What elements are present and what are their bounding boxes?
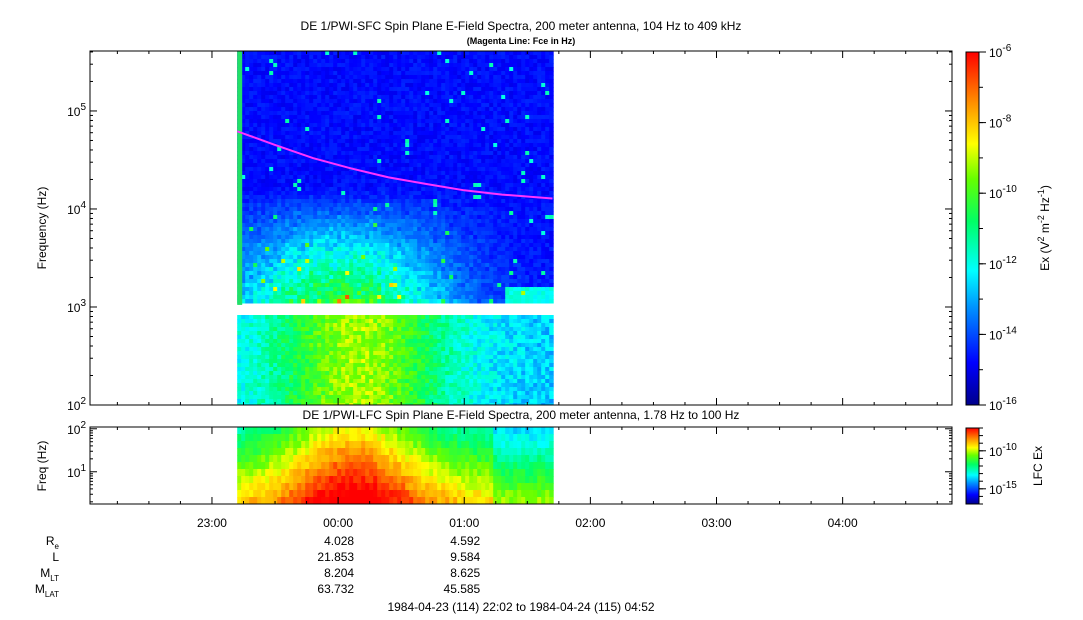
ephemeris-label: L: [52, 550, 59, 564]
time-tick-label: 02:00: [575, 516, 605, 530]
sfc-colorbar-gradient: [966, 52, 979, 405]
time-tick-label: 01:00: [449, 516, 479, 530]
lfc-frame: [89, 426, 953, 505]
sfc-colorbar: 10-6 10-8 10-10 10-12 10-14 10-16 Ex (V2 m-2 …: [965, 43, 1052, 413]
lfc-y-tick-label: 101: [67, 463, 86, 480]
sfc-cbar-tick-label: 10-10: [989, 184, 1017, 201]
lfc-y-axis: 101 102: [67, 420, 952, 503]
lfc-colorbar: 10-10 10-15 LFC Ex: [965, 427, 1045, 505]
lfc-colorbar-ticks: 10-10 10-15: [979, 427, 1017, 505]
lfc-panel: 101 102 Freq (Hz): [35, 420, 953, 505]
sfc-y-tick-label: 105: [67, 102, 86, 119]
ephemeris-value: 4.028: [324, 534, 354, 548]
ephemeris-table: Re 4.028 4.592 L 21.853 9.584 MLT 8.204 8.625 MLA…: [35, 534, 481, 599]
sfc-title: DE 1/PWI-SFC Spin Plane E-Field Spectra,…: [301, 19, 742, 33]
ephemeris-value: 21.853: [317, 550, 354, 564]
fce-line: [236, 130, 553, 200]
time-tick-label: 00:00: [323, 516, 353, 530]
ephemeris-label: MLAT: [35, 582, 59, 599]
time-tick-label: 04:00: [828, 516, 858, 530]
lfc-y-tick-label: 102: [67, 420, 86, 437]
lfc-heatmap: [237, 427, 554, 504]
time-axis-ticks: [116, 51, 938, 504]
sfc-cbar-tick-label: 10-6: [989, 43, 1012, 60]
sfc-panel: 102 103 104 105 Frequency (Hz): [35, 50, 953, 413]
sfc-cbar-tick-label: 10-16: [989, 396, 1017, 413]
sfc-colorbar-label: Ex (V2 m-2 Hz-1): [1036, 185, 1052, 271]
sfc-y-tick-label: 104: [67, 200, 86, 217]
time-range-text: 1984-04-23 (114) 22:02 to 1984-04-24 (11…: [387, 600, 654, 614]
time-tick-label: 23:00: [197, 516, 227, 530]
sfc-y-tick-label: 102: [67, 396, 86, 413]
ephemeris-label: Re: [46, 534, 60, 551]
sfc-y-axis-label: Frequency (Hz): [35, 187, 49, 270]
sfc-subtitle: (Magenta Line: Fce in Hz): [467, 36, 576, 46]
lfc-cbar-tick-label: 10-10: [989, 442, 1017, 459]
sfc-colorbar-ticks: 10-6 10-8 10-10 10-12 10-14 10-16: [979, 43, 1017, 413]
ephemeris-value: 4.592: [450, 534, 480, 548]
ephemeris-value: 9.584: [450, 550, 480, 564]
ephemeris-value: 8.204: [324, 566, 354, 580]
sfc-cbar-tick-label: 10-8: [989, 114, 1012, 131]
sfc-frame: [89, 50, 953, 406]
lfc-title: DE 1/PWI-LFC Spin Plane E-Field Spectra,…: [303, 408, 740, 422]
time-axis-labels: 23:00 00:00 01:00 02:00 03:00 04:00: [197, 516, 858, 530]
ephemeris-label: MLT: [40, 566, 59, 583]
sfc-cbar-tick-label: 10-14: [989, 325, 1017, 342]
lfc-y-axis-label: Freq (Hz): [35, 441, 49, 492]
lfc-colorbar-gradient: [966, 428, 979, 504]
lfc-colorbar-label: LFC Ex: [1031, 446, 1045, 486]
lfc-cbar-tick-label: 10-15: [989, 480, 1017, 497]
sfc-y-tick-label: 103: [67, 298, 86, 315]
time-tick-label: 03:00: [701, 516, 731, 530]
sfc-heatmap: [237, 51, 554, 405]
sfc-cbar-tick-label: 10-12: [989, 255, 1017, 272]
sfc-y-axis: 102 103 104 105: [67, 51, 952, 413]
ephemeris-value: 8.625: [450, 566, 480, 580]
ephemeris-value: 63.732: [317, 582, 354, 596]
ephemeris-value: 45.585: [444, 582, 481, 596]
